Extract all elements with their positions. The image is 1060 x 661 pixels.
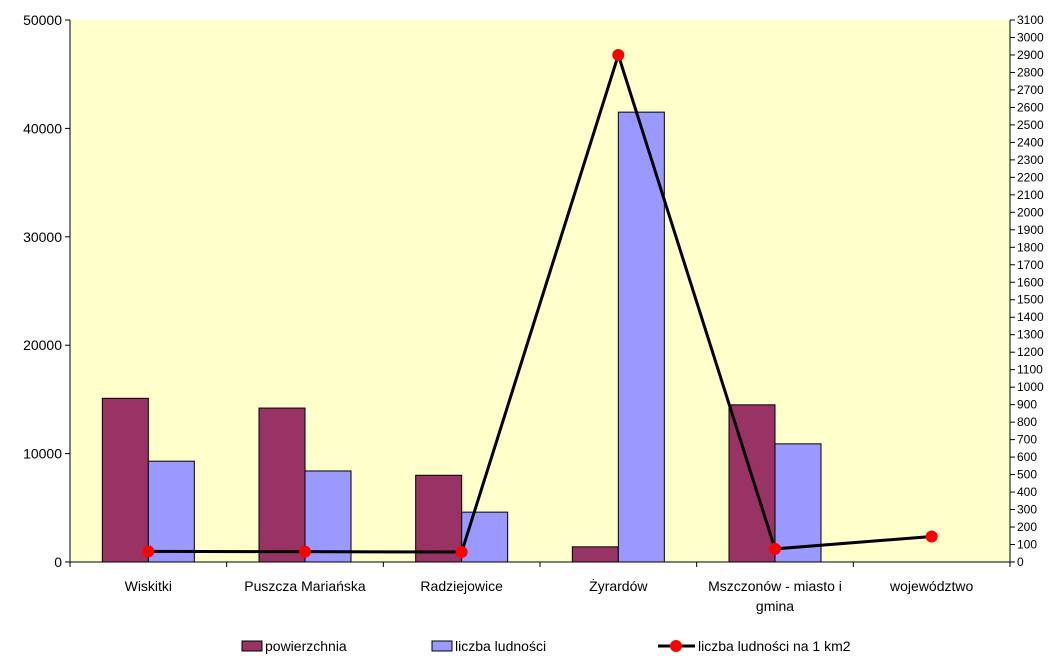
point-gestosc-4	[769, 542, 781, 555]
x-tick-label-5: województwo	[889, 578, 973, 594]
bar-powierzchnia-1	[258, 407, 306, 563]
legend-swatch-powierzchnia	[241, 640, 263, 652]
x-tick-label-0: Wiskitki	[125, 578, 172, 594]
legend: powierzchnia liczba ludności liczba ludn…	[241, 638, 851, 654]
bars-layer	[101, 111, 822, 563]
y-right-tick-label-2: 200	[1017, 520, 1037, 534]
y-right-tick-label-4: 400	[1017, 485, 1037, 499]
point-gestosc-3	[612, 48, 625, 61]
line-gestosc-series	[148, 49, 932, 554]
y-right-tick-label-9: 900	[1017, 398, 1037, 412]
bar-liczba-ludnosci-1	[304, 470, 352, 563]
y-right-tick-label-27: 2700	[1017, 83, 1044, 97]
bar-powierzchnia-0	[101, 397, 149, 563]
y-right-tick-label-21: 2100	[1017, 188, 1044, 202]
x-tick-label-3: Żyrardów	[589, 577, 648, 594]
y-right-tick-label-19: 1900	[1017, 223, 1044, 237]
y-right-tick-label-11: 1100	[1017, 363, 1043, 377]
y-right-tick-label-5: 500	[1017, 468, 1037, 482]
y-right-tick-label-16: 1600	[1017, 275, 1044, 289]
y-right-tick-label-25: 2500	[1017, 118, 1044, 132]
y-right-tick-label-20: 2000	[1017, 205, 1044, 219]
y-right-tick-label-22: 2200	[1017, 170, 1044, 184]
y-right-tick-label-15: 1500	[1017, 293, 1044, 307]
y-right-tick-label-0: 0	[1017, 555, 1024, 569]
y-left-tick-label-5: 50000	[23, 12, 62, 28]
y-right-tick-label-28: 2800	[1017, 65, 1044, 79]
plot-area	[70, 20, 1010, 562]
y-right-tick-label-8: 800	[1017, 415, 1037, 429]
y-left-tick-label-2: 20000	[23, 337, 62, 353]
y-left-tick-label-0: 0	[54, 554, 62, 570]
bar-liczba-ludnosci-4	[774, 443, 822, 563]
x-tick-label-2: Radziejowice	[420, 578, 503, 594]
legend-marker-sample	[670, 640, 682, 652]
bar-liczba-ludnosci-2	[461, 511, 509, 563]
line-layer	[142, 48, 938, 559]
x-tick-label-4-line1: gmina	[756, 598, 794, 614]
y-left-tick-label-4: 40000	[23, 120, 62, 136]
point-gestosc-1	[299, 545, 311, 558]
y-right-tick-label-26: 2600	[1017, 100, 1044, 114]
y-right-tick-label-7: 700	[1017, 433, 1037, 447]
x-tick-label-1: Puszcza Mariańska	[244, 578, 366, 594]
y-right-tick-label-24: 2400	[1017, 135, 1044, 149]
y-right-tick-label-3: 300	[1017, 503, 1037, 517]
legend-label-powierzchnia: powierzchnia	[265, 638, 347, 654]
y-left-tick-label-1: 10000	[23, 446, 62, 462]
point-gestosc-5	[925, 530, 938, 543]
point-gestosc-0	[142, 545, 155, 558]
bar-powierzchnia-2	[415, 474, 463, 563]
y-right-tick-label-31: 3100	[1017, 13, 1044, 27]
y-right-tick-label-23: 2300	[1017, 153, 1044, 167]
point-gestosc-2	[455, 546, 468, 559]
y-right-tick-label-18: 1800	[1017, 240, 1044, 254]
axes-layer: 0 10000 20000 30000 40000 50000 0 100 200 300 400 5…	[23, 12, 1044, 614]
legend-label-gestosc: liczba ludności na 1 km2	[698, 638, 851, 654]
y-right-tick-label-30: 3000	[1017, 30, 1044, 44]
legend-swatch-liczba-ludnosci	[431, 640, 453, 652]
y-right-tick-label-13: 1300	[1017, 328, 1044, 342]
y-right-tick-label-1: 100	[1017, 538, 1037, 552]
y-right-tick-label-17: 1700	[1017, 258, 1044, 272]
y-right-tick-label-14: 1400	[1017, 310, 1044, 324]
y-right-tick-label-29: 2900	[1017, 48, 1044, 62]
bar-liczba-ludnosci-3	[617, 111, 665, 563]
y-right-tick-label-10: 1000	[1017, 380, 1044, 394]
bar-liczba-ludnosci-0	[147, 460, 195, 563]
y-right-tick-label-6: 600	[1017, 450, 1037, 464]
legend-label-liczba-ludnosci: liczba ludności	[455, 638, 546, 654]
x-tick-label-4: Mszczonów - miasto i	[708, 578, 842, 594]
bar-powierzchnia-3	[571, 546, 619, 563]
y-left-tick-label-3: 30000	[23, 229, 62, 245]
y-right-tick-label-12: 1200	[1017, 345, 1044, 359]
